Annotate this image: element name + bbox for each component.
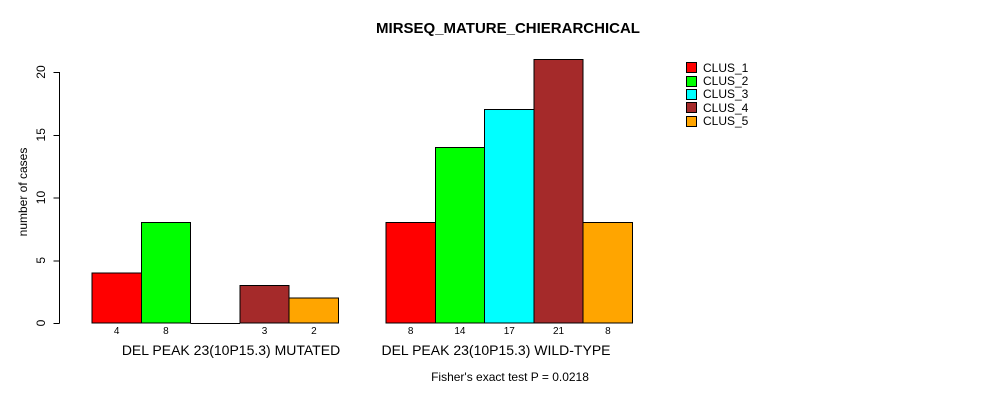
legend-item-label: CLUS_1 [703,60,749,75]
fisher-test-annotation: Fisher's exact test P = 0.0218 [431,370,589,384]
y-axis-tick-label: 5 [34,257,48,264]
legend: CLUS_1 CLUS_2 CLUS_3 CLUS_4 CLUS_5 [686,61,748,128]
legend-item-label: CLUS_3 [703,87,749,102]
bar-value-label: 2 [311,326,317,337]
x-axis-group-label: DEL PEAK 23(10P15.3) WILD-TYPE [381,342,610,358]
legend-item-label: CLUS_5 [703,114,749,129]
chart-title: MIRSEQ_MATURE_CHIERARCHICAL [376,20,640,37]
bar-value-label: 8 [163,326,169,337]
legend-color-swatch [686,62,697,74]
bar-clus_1 [385,222,436,324]
legend-color-swatch [686,88,697,100]
bar-clus_2 [140,222,192,324]
legend-item-clus_2: CLUS_2 [686,74,748,87]
y-axis-tick-label: 0 [34,319,48,326]
bar-clus_4 [533,58,584,324]
legend-item-clus_5: CLUS_5 [686,115,748,128]
bar-clus_5 [288,297,340,324]
y-axis-tick-label: 20 [34,65,48,79]
legend-item-label: CLUS_2 [703,74,749,89]
legend-color-swatch [686,75,697,87]
legend-item-label: CLUS_4 [703,100,749,115]
bar-value-label: 14 [454,326,466,337]
bar-clus_5 [582,222,634,324]
legend-item-clus_3: CLUS_3 [686,88,748,101]
bar-value-label: 4 [114,326,120,337]
bar-value-label: 17 [504,326,516,337]
bar-value-label: 8 [408,326,414,337]
legend-color-swatch [686,115,697,127]
legend-color-swatch [686,102,697,114]
bar-clus_1 [91,272,142,324]
bar-value-label: 8 [605,326,611,337]
bar-value-label: 21 [553,326,565,337]
bar-clus_2 [434,146,486,324]
y-axis-tick-label: 10 [34,191,48,205]
bar-clus_3 [484,109,535,324]
bar-value-label: 3 [262,326,268,337]
y-axis-tick-label: 15 [34,128,48,142]
legend-item-clus_4: CLUS_4 [686,101,748,114]
x-axis-group-label: DEL PEAK 23(10P15.3) MUTATED [122,342,340,358]
bar-clus_4 [239,284,290,324]
legend-item-clus_1: CLUS_1 [686,61,748,74]
